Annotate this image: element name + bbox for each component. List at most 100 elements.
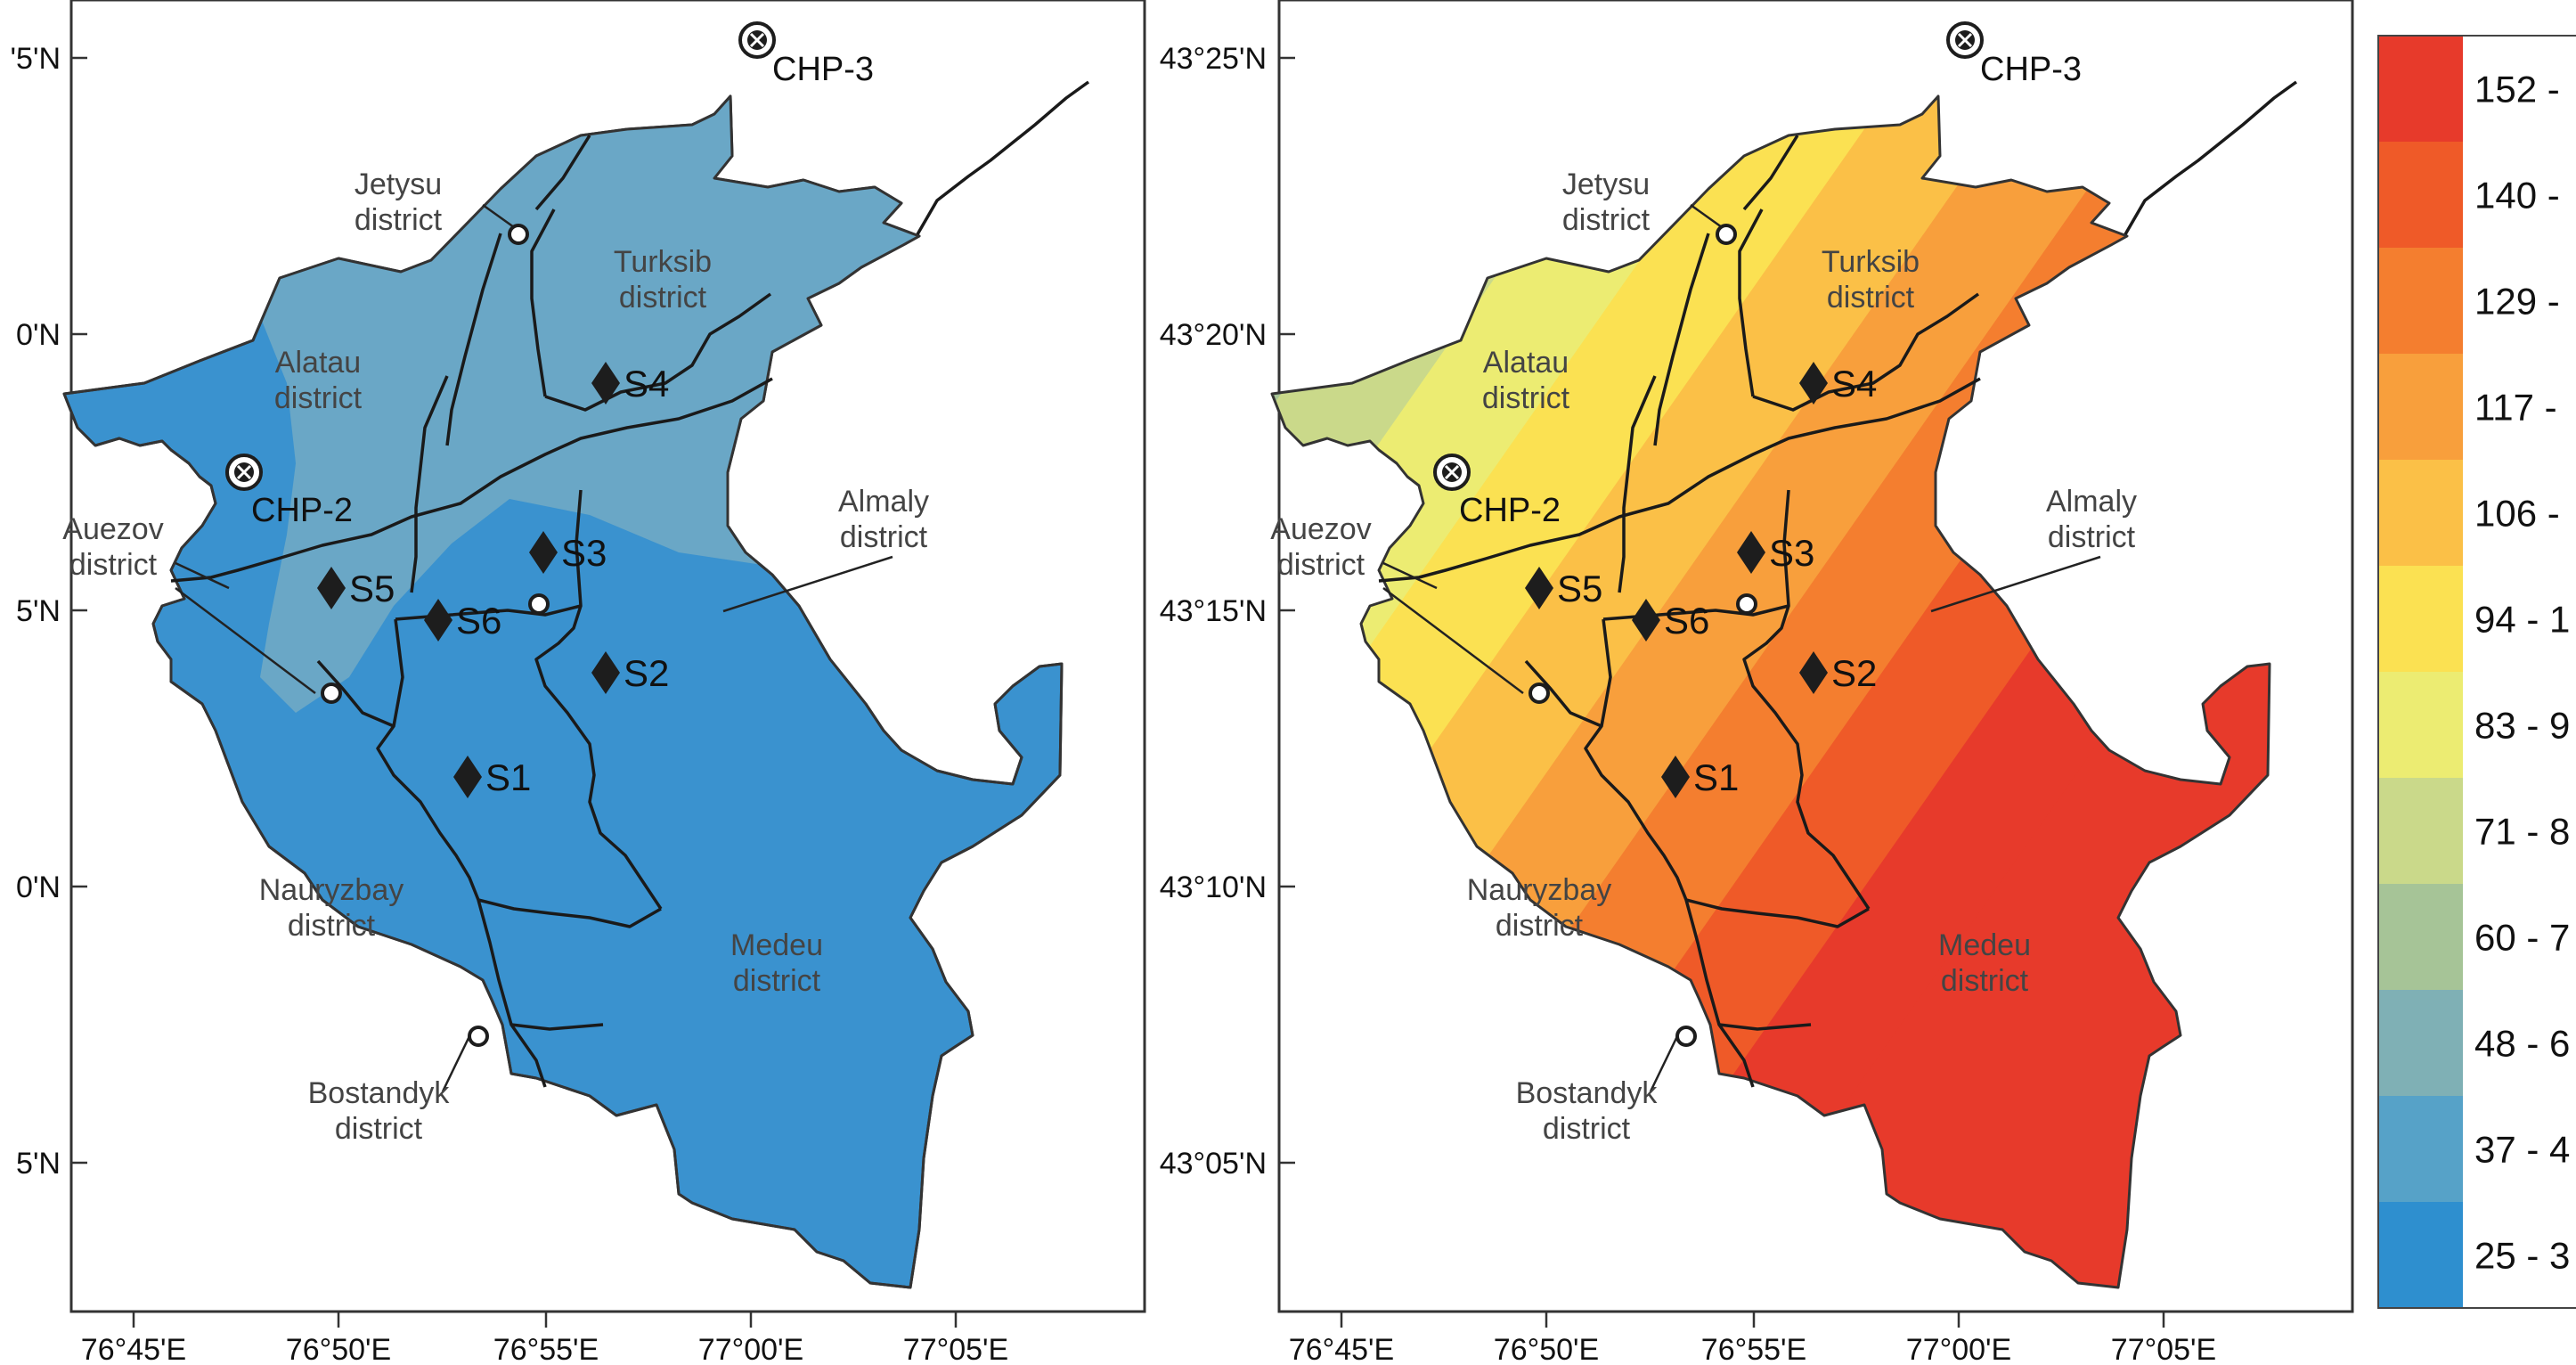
district-label-bostandyk: district [1543, 1112, 1631, 1146]
chp-2-plant-icon [225, 454, 263, 491]
chp-2-label: CHP-2 [1459, 492, 1561, 529]
legend-range-label: 60 - 7 [2474, 917, 2570, 959]
legend-range-label: 117 - [2474, 387, 2557, 429]
legend-swatch [2378, 354, 2463, 460]
chp-2-plant-icon [1433, 454, 1471, 491]
district-label-bostandyk: Bostandyk [308, 1076, 451, 1110]
monitoring-site-marker [468, 1026, 489, 1047]
legend-range-label: 140 - [2474, 175, 2560, 217]
district-label-auezov: district [69, 548, 158, 582]
legend-swatch [2378, 778, 2463, 884]
lon-tick-label: 77°00'E [698, 1333, 803, 1365]
lat-tick-label: 43°10'N [1160, 870, 1267, 904]
label-leader-line [1930, 555, 2101, 613]
district-label-auezov: district [1277, 548, 1365, 582]
lon-tick-label: 77°00'E [1906, 1333, 2011, 1365]
station-label-s1: S1 [485, 756, 531, 798]
monitoring-site-marker [528, 593, 550, 615]
district-label-nauryzbay: district [1496, 909, 1584, 943]
lon-tick-label: 77°05'E [903, 1333, 1008, 1365]
chp-3-plant-icon [1946, 21, 1984, 59]
legend-range-label: 83 - 9 [2474, 705, 2570, 747]
legend-range-label: 48 - 6 [2474, 1023, 2570, 1065]
monitoring-site-marker [508, 224, 529, 245]
legend-range-label: 25 - 3 [2474, 1235, 2570, 1277]
lat-tick-label: 43°15'N [1160, 594, 1267, 628]
legend-swatch [2378, 990, 2463, 1096]
lon-tick-label: 76°55'E [493, 1333, 599, 1365]
lat-tick-label: 43°05'N [1160, 1147, 1267, 1181]
district-label-nauryzbay: Nauryzbay [259, 873, 404, 907]
monitoring-site-marker [1675, 1026, 1697, 1047]
station-label-s4: S4 [624, 363, 669, 405]
district-label-jetysu: Jetysu [1562, 168, 1650, 201]
station-label-s2: S2 [1831, 652, 1877, 694]
legend-swatch [2378, 460, 2463, 566]
legend-swatch [2378, 884, 2463, 990]
legend-frame [2377, 35, 2576, 1309]
monitoring-site-marker [321, 682, 342, 704]
station-label-s1: S1 [1693, 756, 1739, 798]
legend-swatch [2378, 566, 2463, 672]
chp-3-label: CHP-3 [772, 51, 874, 88]
label-leader-line [1382, 561, 1438, 590]
aqi-band [1272, 96, 2270, 1287]
district-label-turksib: Turksib [1822, 245, 1920, 279]
lat-tick-label: 0'N [16, 870, 61, 904]
label-leader-line [441, 1035, 471, 1092]
district-label-jetysu: district [355, 203, 443, 237]
aqi-legend: 152 - 140 - 129 - 117 - 106 - 94 - 1 83 - 9 71 … [2377, 35, 2576, 1309]
lat-tick-label: '5'N [11, 42, 61, 76]
station-label-s5: S5 [1557, 568, 1602, 609]
legend-range-label: 152 - [2474, 69, 2560, 110]
station-label-s5: S5 [349, 568, 395, 609]
district-label-almaly: district [2048, 520, 2136, 554]
district-label-bostandyk: Bostandyk [1516, 1076, 1659, 1110]
legend-swatch [2378, 672, 2463, 778]
district-label-alatau: district [1482, 381, 1570, 415]
district-label-jetysu: district [1562, 203, 1651, 237]
legend-swatch [2378, 1202, 2463, 1308]
legend-range-label: 129 - [2474, 281, 2560, 323]
district-label-medeu: Medeu [730, 928, 823, 962]
lon-tick-label: 76°50'E [1494, 1333, 1599, 1365]
district-label-medeu: district [1941, 964, 2029, 998]
district-label-almaly: Almaly [2046, 485, 2137, 519]
legend-range-label: 94 - 1 [2474, 599, 2570, 641]
district-label-turksib: district [619, 281, 707, 315]
district-label-alatau: district [274, 381, 363, 415]
pollution-map-right [1270, 0, 2354, 1313]
monitoring-site-marker [1716, 224, 1737, 245]
monitoring-site-marker [1736, 593, 1757, 615]
district-label-turksib: district [1827, 281, 1915, 315]
station-label-s6: S6 [1664, 600, 1709, 642]
station-label-s3: S3 [561, 532, 607, 574]
label-leader-line [175, 561, 230, 590]
lon-tick-label: 76°50'E [286, 1333, 391, 1365]
district-label-auezov: Auezov [1270, 512, 1371, 546]
legend-range-label: 106 - [2474, 493, 2560, 535]
district-label-alatau: Alatau [1483, 346, 1569, 380]
legend-range-label: 71 - 8 [2474, 811, 2570, 853]
district-label-almaly: district [840, 520, 928, 554]
district-label-nauryzbay: district [288, 909, 376, 943]
station-label-s3: S3 [1769, 532, 1814, 574]
legend-swatch [2378, 248, 2463, 354]
legend-swatch [2378, 36, 2463, 142]
legend-swatch [2378, 1096, 2463, 1202]
district-label-medeu: district [733, 964, 821, 998]
legend-range-label: 37 - 4 [2474, 1129, 2570, 1171]
chp-3-plant-icon [738, 21, 776, 59]
station-label-s6: S6 [456, 600, 501, 642]
district-label-nauryzbay: Nauryzbay [1467, 873, 1612, 907]
lon-tick-label: 76°45'E [81, 1333, 186, 1365]
legend-swatch [2378, 142, 2463, 248]
lat-tick-label: 0'N [16, 318, 61, 352]
monitoring-site-marker [1528, 682, 1550, 704]
lat-tick-label: 43°25'N [1160, 42, 1267, 76]
lat-tick-label: 43°20'N [1160, 318, 1267, 352]
chp-2-label: CHP-2 [251, 492, 353, 529]
lon-tick-label: 76°55'E [1701, 1333, 1806, 1365]
district-label-almaly: Almaly [838, 485, 929, 519]
